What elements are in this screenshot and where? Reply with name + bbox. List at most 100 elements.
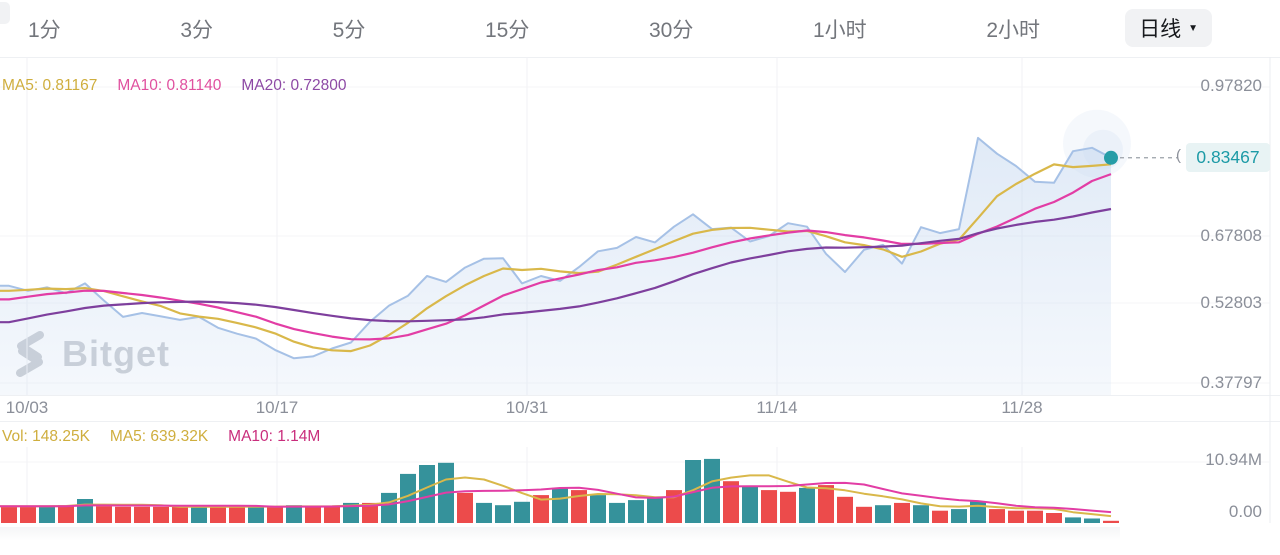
- volume-bar: [457, 492, 473, 523]
- volume-bar: [609, 502, 625, 523]
- interval-tabbar: 1分 3分 5分 15分 30分 1小时 2小时 日线 ▼: [0, 0, 1280, 57]
- volume-bar: [856, 506, 872, 523]
- volume-bar: [210, 506, 226, 523]
- clipped-ui-fragment: [0, 2, 10, 24]
- volume-bar: [191, 506, 207, 523]
- ma5-line: [0, 163, 1112, 353]
- volume-bar: [742, 486, 758, 523]
- volume-bar: [267, 506, 283, 523]
- volume-bar: [134, 506, 150, 523]
- volume-bar: [286, 505, 302, 523]
- volume-bar: [58, 505, 74, 523]
- current-price-badge: 0.83467: [1186, 143, 1270, 172]
- volume-bar: [951, 509, 967, 523]
- chevron-down-icon: ▼: [1188, 22, 1198, 34]
- volume-bar: [248, 506, 264, 523]
- ma20-line: [0, 207, 1112, 324]
- ma10-indicator: MA10: 0.81140: [117, 77, 222, 94]
- volume-bar: [1103, 520, 1119, 523]
- volume-bar: [400, 473, 416, 523]
- volume-bar: [1084, 518, 1100, 523]
- axis-row-separator: [0, 421, 1280, 422]
- vol-ma10-line: [0, 481, 1112, 514]
- tab-30min[interactable]: 30分: [648, 18, 694, 42]
- volume-bar: [77, 499, 93, 523]
- volume-bar: [799, 487, 815, 523]
- price-axis-label: 0.37797: [1200, 373, 1262, 392]
- volume-bar: [970, 501, 986, 523]
- tab-1min[interactable]: 1分: [28, 18, 61, 42]
- volume-bar: [723, 481, 739, 523]
- interval-tabs: 1分 3分 5分 15分 30分 1小时 2小时: [28, 0, 1040, 57]
- volume-bar: [362, 502, 378, 523]
- volume-bar: [381, 492, 397, 523]
- volume-bar: [932, 510, 948, 523]
- last-point-glow: [1083, 129, 1123, 170]
- tab-3min[interactable]: 3分: [180, 18, 214, 42]
- price-axis-label: 0.52803: [1200, 293, 1262, 312]
- volume-bar: [1, 506, 17, 523]
- price-pane-separator: [0, 395, 1280, 396]
- volume-bar: [419, 465, 435, 523]
- volume-shadow: [0, 527, 1120, 541]
- volume-bar: [989, 509, 1005, 523]
- volume-bar: [590, 495, 606, 523]
- volume-bar: [229, 506, 245, 523]
- volume-bar: [1027, 510, 1043, 523]
- interval-dropdown-button[interactable]: 日线 ▼: [1125, 9, 1212, 47]
- tab-5min[interactable]: 5分: [332, 18, 366, 42]
- volume-axis-label: 10.94M: [1205, 450, 1262, 469]
- vol-indicator: Vol: 148.25K: [2, 428, 90, 445]
- x-axis-label: 11/28: [1001, 398, 1043, 417]
- tab-2hour[interactable]: 2小时: [986, 18, 1040, 42]
- tabbar-separator: [0, 57, 1280, 58]
- volume-bar: [571, 490, 587, 523]
- volume-bar: [704, 458, 720, 523]
- volume-bar: [115, 506, 131, 523]
- volume-bar: [533, 495, 549, 523]
- volume-bar: [894, 502, 910, 523]
- volume-bar: [1046, 513, 1062, 523]
- x-axis-label: 10/17: [255, 398, 299, 417]
- volume-bar: [96, 506, 112, 523]
- volume-bar: [1008, 510, 1024, 523]
- volume-bar: [761, 490, 777, 523]
- volume-bar: [552, 487, 568, 523]
- vol-ma5-indicator: MA5: 639.32K: [109, 428, 209, 445]
- volume-bar: [818, 485, 834, 523]
- volume-bar: [495, 505, 511, 523]
- ma5-indicator: MA5: 0.81167: [2, 77, 98, 94]
- volume-bar: [514, 501, 530, 523]
- volume-bar: [20, 506, 36, 523]
- volume-bar: [153, 506, 169, 523]
- selected-interval-label: 日线: [1139, 18, 1182, 41]
- tab-1hour[interactable]: 1小时: [812, 18, 867, 42]
- price-area: [0, 137, 1111, 395]
- price-axis-label: 0.67808: [1200, 226, 1262, 245]
- volume-bar: [647, 497, 663, 523]
- ma20-indicator: MA20: 0.72800: [241, 77, 347, 94]
- volume-bar: [305, 506, 321, 523]
- volume-bar: [666, 490, 682, 523]
- volume-bar: [1065, 517, 1081, 523]
- volume-bar: [324, 506, 340, 523]
- price-line: [0, 136, 1112, 360]
- volume-bar: [39, 506, 55, 523]
- tab-15min[interactable]: 15分: [484, 18, 530, 42]
- volume-bar: [172, 506, 188, 523]
- volume-bar: [628, 500, 644, 523]
- last-price-dot: [1104, 150, 1118, 165]
- vol-ma10-indicator: MA10: 1.14M: [228, 428, 321, 445]
- volume-axis-label: 0.00: [1228, 502, 1262, 521]
- volume-bar: [476, 502, 492, 523]
- price-axis-label: 0.97820: [1200, 76, 1262, 95]
- price-ma-indicators: MA5: 0.81167 MA10: 0.81140 MA20: 0.72800: [2, 77, 347, 95]
- volume-bar: [913, 505, 929, 523]
- volume-bar: [343, 502, 359, 523]
- volume-ma-indicators: Vol: 148.25K MA5: 639.32K MA10: 1.14M: [2, 428, 320, 446]
- volume-bar: [837, 496, 853, 523]
- price-tag-arc: (: [1176, 147, 1181, 164]
- volume-bar: [780, 491, 796, 523]
